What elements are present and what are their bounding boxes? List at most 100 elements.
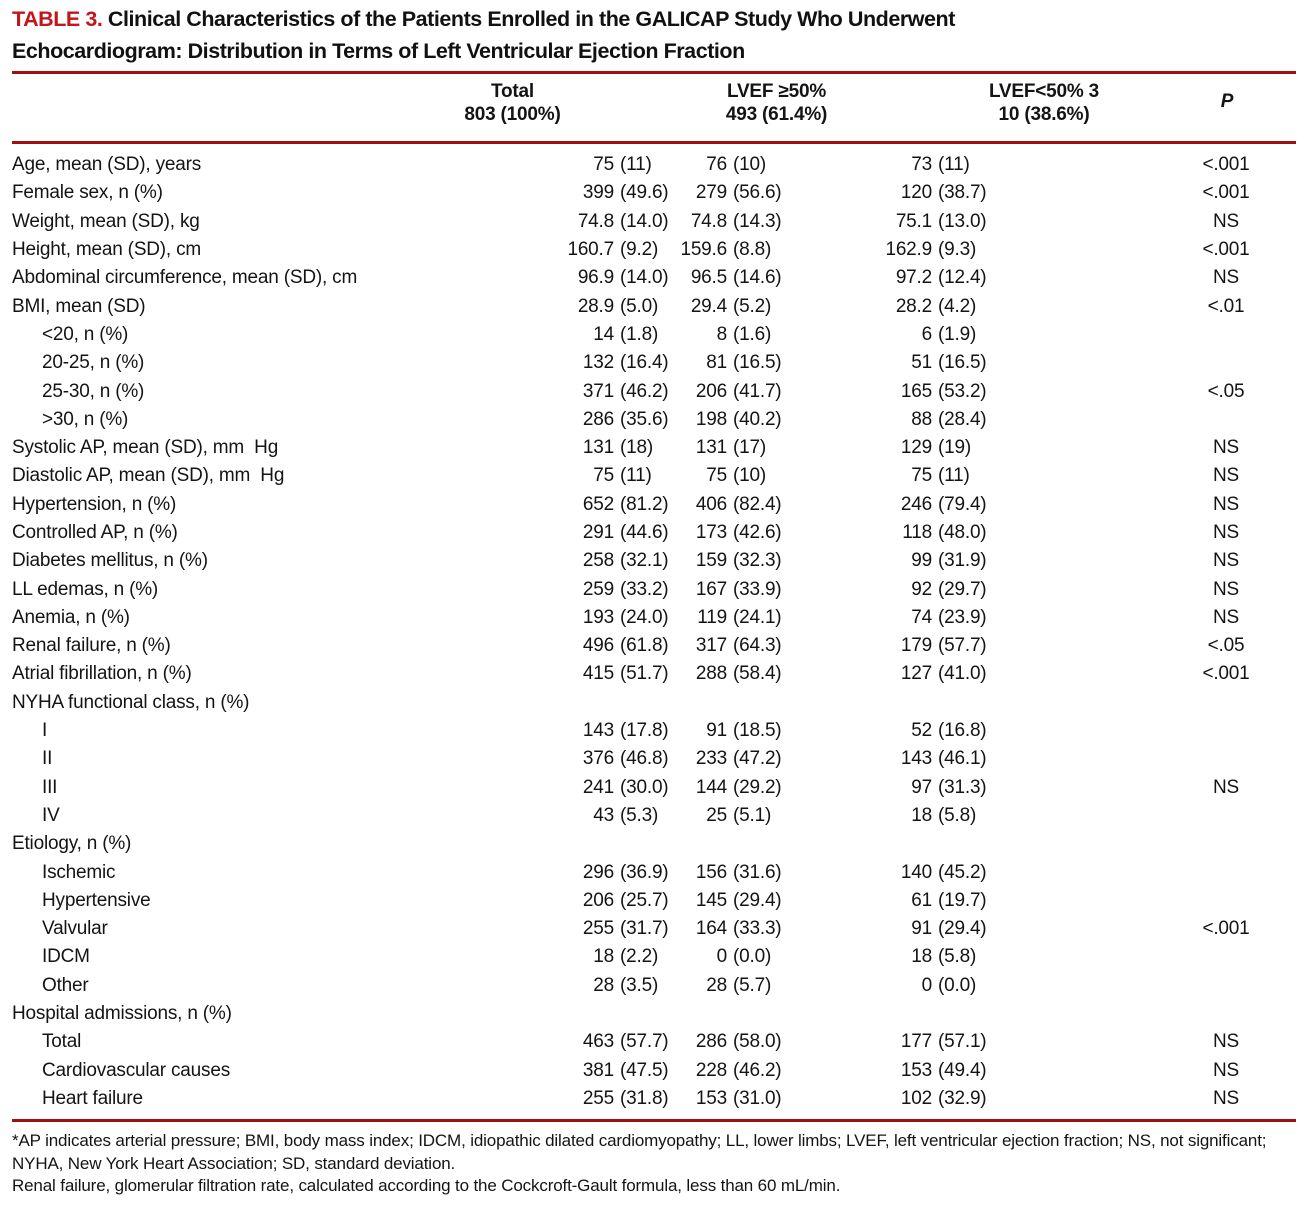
value-number: 131 [695, 437, 727, 459]
row-label: Atrial fibrillation, n (%) [12, 663, 192, 685]
value-number: 29.4 [690, 295, 727, 317]
value-number: 143 [900, 748, 932, 770]
value-paren: (29.7) [938, 578, 987, 600]
value-paren: (11) [938, 465, 970, 487]
value-cell: 144 (29.2) [665, 777, 870, 799]
table-title-line2: Echocardiogram: Distribution in Terms of… [12, 39, 745, 63]
p-value: NS [1213, 522, 1239, 543]
value-cell: 51 (16.5) [870, 352, 1130, 374]
value-cell: 131 (17) [665, 437, 870, 459]
value-cell: 6 (1.9) [870, 324, 1130, 346]
value-cell: 206 (41.7) [665, 381, 870, 403]
table-row: 20-25, n (%) 132 (16.4) 81 (16.5) 51 (16.5) [0, 349, 1308, 377]
value-cell: 159.6 (8.8) [665, 239, 870, 261]
table-row: BMI, mean (SD) 28.9 (5.0) 29.4 (5.2) 28.2 (4.2… [0, 292, 1308, 320]
table-row: Other 28 (3.5) 28 (5.7) 0 (0.0) [0, 972, 1308, 1000]
row-label: Controlled AP, n (%) [12, 522, 178, 543]
value-number: 381 [582, 1059, 614, 1081]
value-paren: (31.8) [620, 1087, 669, 1109]
value-cell: 96.5 (14.6) [665, 267, 870, 289]
value-cell: 76 (10) [665, 154, 870, 176]
p-value: <.001 [1202, 182, 1250, 204]
value-number: 92 [911, 578, 932, 600]
value-paren: (79.4) [938, 493, 987, 515]
value-cell: 28 (3.5) [410, 975, 665, 997]
value-number: 159.6 [680, 239, 727, 261]
value-cell: 132 (16.4) [410, 352, 669, 374]
value-number: 97 [911, 776, 932, 798]
row-label: Other [42, 974, 89, 996]
row-label: Valvular [42, 918, 108, 940]
value-paren: (19.7) [938, 889, 987, 911]
row-label: Diastolic AP, mean (SD), mm Hg [12, 465, 285, 487]
header-spacer [0, 80, 410, 126]
value-number: 160.7 [567, 239, 614, 261]
value-cell: 129 (19) [870, 437, 1130, 459]
header-lvef-ge50: LVEF ≥50% 493 (61.4%) [674, 80, 879, 126]
value-paren: (46.2) [620, 380, 669, 402]
value-paren: (11) [620, 465, 652, 487]
value-number: 463 [582, 1031, 614, 1053]
value-paren: (33.9) [733, 578, 782, 600]
header-lvef-lt50-n: 10 (38.6%) [998, 104, 1090, 125]
value-number: 75.1 [895, 210, 932, 232]
row-label: Diabetes mellitus, n (%) [12, 550, 208, 572]
value-number: 75 [706, 465, 727, 487]
value-paren: (10) [733, 154, 766, 176]
p-value: <.01 [1207, 295, 1245, 317]
value-number: 156 [695, 861, 727, 883]
value-number: 296 [582, 861, 614, 883]
row-label: IDCM [42, 946, 90, 968]
value-number: 120 [900, 182, 932, 204]
value-paren: (51.7) [620, 663, 669, 685]
value-cell: 52 (16.8) [870, 720, 1130, 742]
value-cell: 173 (42.6) [665, 522, 870, 544]
value-number: 167 [695, 578, 727, 600]
value-paren: (44.6) [620, 522, 669, 543]
value-number: 88 [911, 408, 932, 430]
value-number: 96.9 [577, 267, 614, 289]
value-paren: (35.6) [620, 408, 669, 430]
value-cell: 75 (10) [665, 465, 870, 487]
value-number: 246 [900, 493, 932, 515]
value-number: 74 [911, 606, 932, 628]
value-cell: 97 (31.3) [870, 777, 1130, 799]
row-label: I [42, 720, 48, 742]
value-number: 132 [582, 352, 614, 374]
value-paren: (5.8) [938, 804, 977, 826]
p-value: NS [1213, 437, 1239, 459]
table-row: NYHA functional class, n (%) [0, 689, 1308, 717]
value-paren: (16.8) [938, 720, 987, 742]
value-paren: (49.4) [938, 1059, 987, 1081]
value-paren: (8.8) [733, 239, 772, 261]
value-number: 140 [900, 861, 932, 883]
value-paren: (0.0) [733, 946, 772, 968]
table-row: IDCM 18 (2.2) 0 (0.0) 18 (5.8) [0, 943, 1308, 971]
table-row: LL edemas, n (%) 259 (33.2) 167 (33.9) 92 (29.… [0, 575, 1308, 603]
value-number: 18 [911, 804, 932, 826]
value-number: 43 [593, 804, 614, 826]
value-paren: (16.5) [733, 352, 782, 374]
p-value: NS [1213, 493, 1239, 515]
value-cell: 415 (51.7) [410, 663, 669, 685]
value-paren: (57.1) [938, 1031, 987, 1053]
table-row: Total 463 (57.7) 286 (58.0) 177 (57.1) NS [0, 1028, 1308, 1056]
value-cell: 156 (31.6) [665, 862, 870, 884]
value-paren: (57.7) [620, 1031, 669, 1053]
value-paren: (46.1) [938, 748, 987, 770]
value-cell: 28 (5.7) [665, 975, 870, 997]
table-row: Cardiovascular causes 381 (47.5) 228 (46.2) 1… [0, 1057, 1308, 1085]
table-header-row: Total 803 (100%) LVEF ≥50% 493 (61.4%) L… [0, 80, 1308, 126]
table-row: Diabetes mellitus, n (%) 258 (32.1) 159 (32.… [0, 547, 1308, 575]
table-row: >30, n (%) 286 (35.6) 198 (40.2) 88 (28.4) [0, 406, 1308, 434]
value-number: 255 [582, 918, 614, 940]
p-value: NS [1213, 578, 1239, 600]
value-number: 91 [706, 720, 727, 742]
table-row: Hypertensive 206 (25.7) 145 (29.4) 61 (19.7) [0, 887, 1308, 915]
value-number: 75 [593, 154, 614, 176]
value-cell: 140 (45.2) [870, 862, 1130, 884]
row-label: Height, mean (SD), cm [12, 239, 202, 261]
table-title-line1: Clinical Characteristics of the Patients… [107, 7, 955, 31]
value-cell: 241 (30.0) [410, 777, 669, 799]
footnote-renal: Renal failure, glomerular filtration rat… [12, 1176, 841, 1195]
